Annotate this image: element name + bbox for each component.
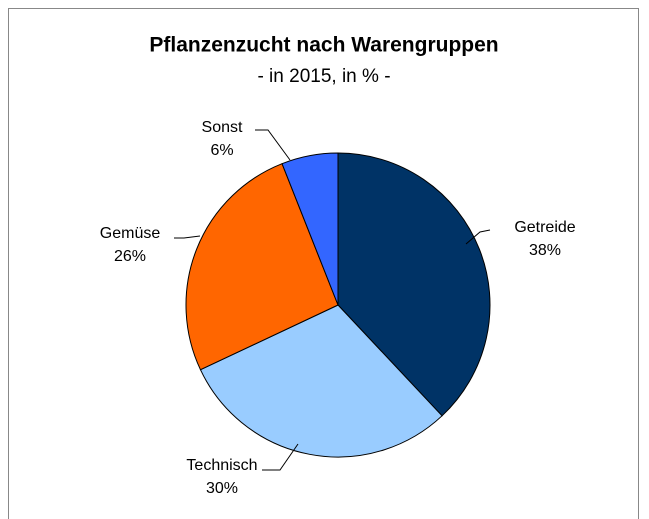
slice-label: Getreide — [514, 219, 575, 236]
pie-slice — [185, 163, 339, 371]
pie-slice — [281, 152, 339, 306]
slice-label: Technisch — [186, 457, 257, 474]
pie-slice — [199, 304, 443, 458]
leader-line — [465, 229, 491, 245]
pie-slice — [337, 152, 491, 417]
chart-subtitle: - in 2015, in % - — [257, 66, 390, 87]
chart-frame — [8, 8, 639, 519]
leader-line — [255, 129, 291, 161]
slice-value-label: 26% — [114, 248, 146, 265]
slice-label: Sonst — [202, 119, 243, 136]
slice-label: Gemüse — [100, 225, 161, 242]
slice-value-label: 38% — [529, 242, 561, 259]
leader-line — [174, 235, 201, 239]
leader-line — [262, 443, 299, 471]
slice-value-label: 30% — [206, 480, 238, 497]
chart-title: Pflanzenzucht nach Warengruppen — [149, 34, 498, 57]
slice-value-label: 6% — [210, 142, 233, 159]
